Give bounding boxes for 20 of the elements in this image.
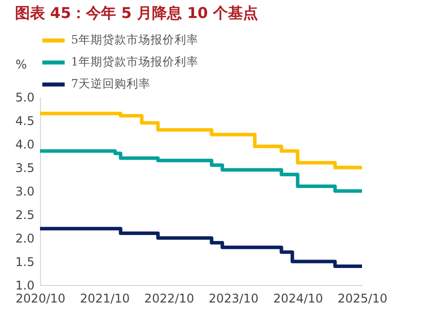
legend-label: 1年期贷款市场报价利率 bbox=[71, 54, 198, 68]
y-tick-label: 4.0 bbox=[15, 138, 34, 152]
y-tick-label: 2.0 bbox=[15, 232, 34, 246]
x-tick-label: 2021/10 bbox=[80, 292, 130, 306]
y-axis-title: % bbox=[16, 58, 27, 72]
y-tick-label: 1.5 bbox=[15, 255, 34, 269]
y-tick-label: 1.0 bbox=[15, 278, 34, 292]
y-tick-label: 3.5 bbox=[15, 161, 34, 175]
x-tick-label: 2024/10 bbox=[273, 292, 324, 306]
legend-label: 5年期贷款市场报价利率 bbox=[71, 32, 198, 46]
x-tick-label: 2023/10 bbox=[208, 292, 259, 306]
y-tick-label: 3.0 bbox=[15, 184, 34, 198]
y-tick-label: 2.5 bbox=[15, 208, 34, 222]
x-tick-label: 2022/10 bbox=[144, 292, 194, 306]
y-tick-label: 5.0 bbox=[15, 90, 34, 104]
chart-title: 图表 45：今年 5 月降息 10 个基点 bbox=[14, 4, 258, 22]
y-tick-label: 4.5 bbox=[15, 114, 34, 128]
x-tick-label: 2025/10 bbox=[338, 292, 388, 306]
x-tick-label: 2020/10 bbox=[16, 292, 66, 306]
legend-label: 7天逆回购利率 bbox=[71, 76, 150, 90]
